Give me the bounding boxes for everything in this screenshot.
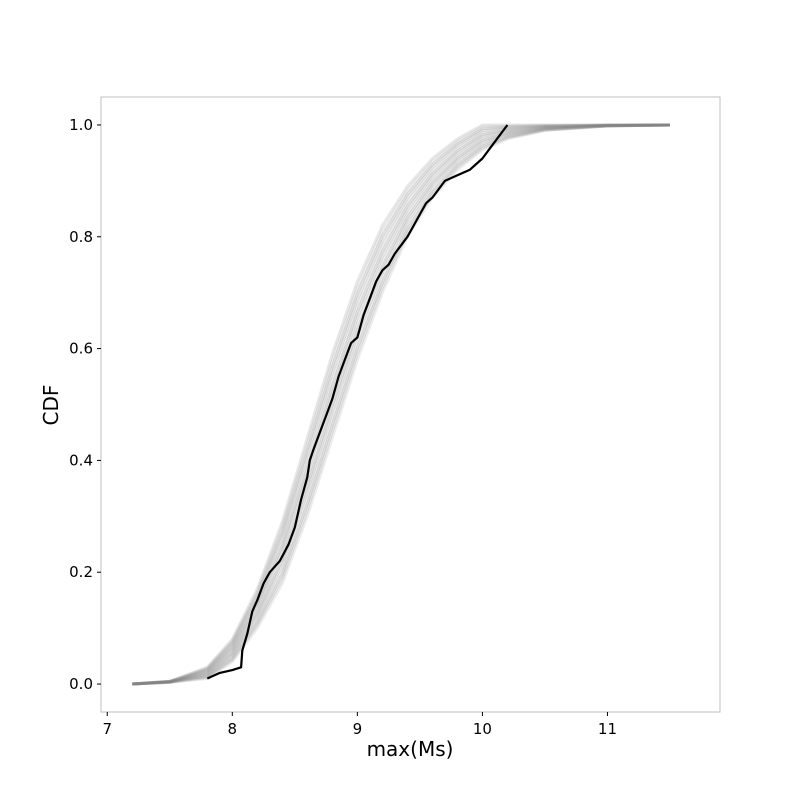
simulated-cdf-line: [132, 123, 671, 686]
x-tick-label: 7: [102, 720, 112, 738]
simulated-cdf-line: [132, 123, 670, 686]
simulated-cdf-line: [132, 123, 671, 686]
x-tick-label: 9: [353, 720, 363, 738]
x-tick-label: 8: [228, 720, 238, 738]
x-tick-label: 11: [598, 720, 617, 738]
simulated-cdf-line: [132, 123, 671, 686]
x-axis-label: max(Ms): [367, 737, 454, 761]
y-axis-ticks: 0.0 0.2 0.4 0.6 0.8 1.0: [69, 116, 101, 693]
simulated-cdf-line: [132, 123, 671, 686]
simulated-cdf-line: [132, 123, 671, 686]
observed-cdf-line: [206, 124, 509, 680]
y-tick-label: 1.0: [69, 116, 93, 134]
simulated-cdf-line: [132, 123, 671, 686]
simulated-cdf-line: [132, 123, 671, 686]
y-tick-label: 0.4: [69, 451, 93, 469]
y-axis-label: CDF: [39, 385, 63, 426]
simulated-cdf-line: [132, 123, 670, 686]
y-tick-label: 0.2: [69, 563, 93, 581]
plot-frame: [100, 96, 721, 713]
observed-curve-layer: [206, 124, 509, 680]
simulated-curves: [132, 123, 671, 686]
x-tick-label: 10: [473, 720, 492, 738]
simulated-cdf-line: [132, 123, 671, 686]
y-tick-label: 0.0: [69, 675, 93, 693]
simulated-cdf-line: [132, 123, 671, 686]
y-tick-label: 0.8: [69, 228, 93, 246]
simulated-cdf-line: [132, 123, 671, 686]
y-tick-label: 0.6: [69, 340, 93, 358]
simulated-cdf-line: [132, 123, 671, 686]
x-axis-ticks: 7 8 9 10 11: [102, 712, 617, 738]
